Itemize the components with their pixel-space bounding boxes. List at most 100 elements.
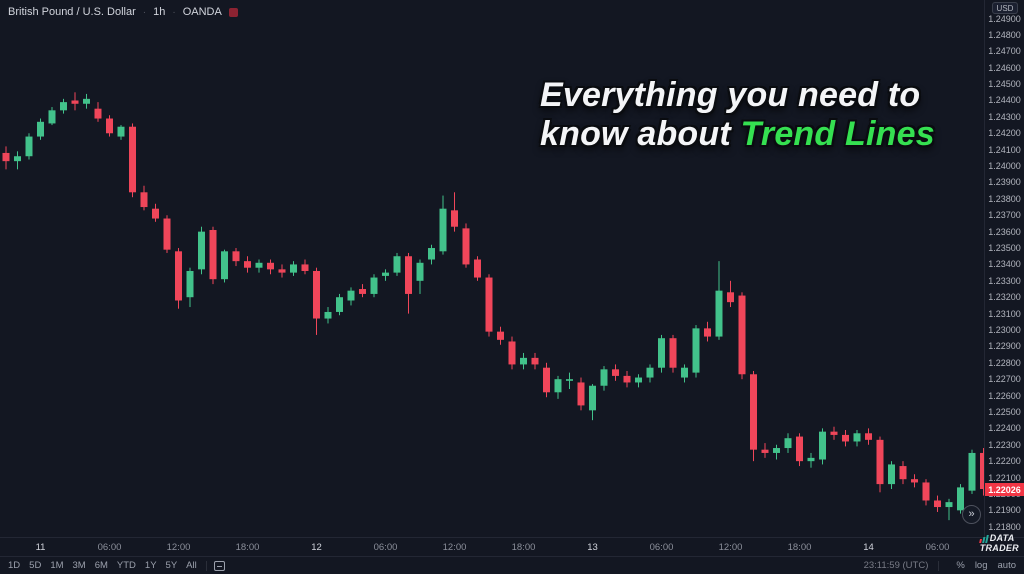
range-switcher: 1D 5D 1M 3M 6M YTD 1Y 5Y All (8, 560, 206, 571)
go-to-date-icon[interactable] (213, 560, 225, 571)
candle (600, 366, 608, 391)
candle (129, 123, 136, 198)
candle (474, 256, 481, 281)
time-tick-label: 11 (35, 542, 46, 553)
candle (531, 352, 539, 370)
candle (382, 269, 389, 281)
time-tick-label: 18:00 (511, 542, 536, 553)
candle (635, 374, 642, 388)
candle (60, 98, 67, 114)
candle (25, 133, 33, 160)
candle (934, 495, 941, 512)
candle (830, 426, 838, 440)
symbol-name[interactable]: British Pound / U.S. Dollar (8, 6, 136, 18)
range-button-1y[interactable]: 1Y (144, 560, 157, 571)
candle (301, 259, 309, 275)
candle (566, 372, 573, 390)
currency-badge[interactable]: USD (992, 2, 1018, 14)
candle (773, 444, 780, 460)
candle (83, 93, 90, 109)
time-tick-label: 12:00 (166, 542, 191, 553)
candle (209, 226, 217, 285)
candlestick-chart-canvas[interactable] (0, 0, 984, 537)
candle (71, 92, 79, 111)
price-tick-label: 1.24900 (988, 13, 1021, 24)
watermark-line2: TRADER (979, 543, 1019, 553)
time-axis[interactable]: 11 06:00 12:00 18:00 12 06:00 12:00 18:00 13 06:0… (0, 537, 1024, 556)
range-button-3m[interactable]: 3M (72, 560, 86, 571)
range-button-5y[interactable]: 5Y (165, 560, 178, 571)
candle (106, 115, 113, 137)
candle (957, 484, 964, 514)
price-tick-label: 1.22600 (988, 390, 1021, 401)
candle (290, 261, 297, 276)
candle (704, 321, 711, 342)
candle (186, 267, 194, 308)
candle (163, 215, 171, 253)
price-tick-label: 1.24700 (988, 46, 1021, 57)
price-tick-label: 1.23600 (988, 226, 1021, 237)
toolbar-divider (205, 560, 207, 571)
scroll-to-latest-button[interactable]: » (962, 505, 981, 524)
range-button-all[interactable]: All (186, 560, 197, 571)
price-tick-label: 1.24000 (988, 161, 1021, 172)
candle (692, 325, 700, 378)
log-scale-button[interactable]: log (974, 560, 988, 571)
header-separator: · (172, 6, 176, 18)
candle (324, 307, 332, 324)
range-button-ytd[interactable]: YTD (116, 560, 136, 571)
candle (899, 461, 907, 485)
range-button-5d[interactable]: 5D (29, 560, 42, 571)
time-tick-label: 06:00 (373, 542, 398, 553)
caption-highlight: Trend Lines (740, 115, 935, 153)
candle (807, 452, 815, 468)
watermark-line1: DATA (989, 533, 1015, 543)
price-tick-label: 1.23300 (988, 275, 1021, 286)
candle (945, 498, 953, 521)
candle (681, 364, 688, 383)
price-tick-label: 1.22900 (988, 341, 1021, 352)
price-tick-label: 1.23500 (988, 243, 1021, 254)
range-button-1m[interactable]: 1M (50, 560, 64, 571)
range-button-1d[interactable]: 1D (8, 560, 21, 571)
caption-line1: Everything you need to (540, 76, 921, 114)
candle (48, 107, 56, 126)
candle (2, 146, 10, 170)
time-tick-label: 13 (587, 542, 598, 553)
price-tick-label: 1.23800 (988, 193, 1021, 204)
candle (255, 259, 263, 273)
candle (623, 370, 631, 388)
candle (37, 118, 44, 140)
candle (554, 375, 562, 399)
candle (278, 264, 286, 278)
auto-scale-button[interactable]: auto (997, 560, 1017, 571)
time-tick-label: 06:00 (925, 542, 950, 553)
symbol-header[interactable]: British Pound / U.S. Dollar · 1h · OANDA (8, 4, 238, 20)
time-tick-label: 06:00 (649, 542, 674, 553)
candle (497, 326, 504, 345)
price-tick-label: 1.21800 (988, 521, 1021, 532)
candle (94, 102, 102, 122)
percent-scale-button[interactable]: % (956, 560, 965, 571)
price-tick-label: 1.23900 (988, 177, 1021, 188)
time-tick-label: 12:00 (718, 542, 743, 553)
candle (715, 261, 723, 340)
exchange-label[interactable]: OANDA (182, 6, 222, 18)
candle (117, 125, 125, 140)
range-button-6m[interactable]: 6M (94, 560, 108, 571)
interval-label[interactable]: 1h (153, 6, 166, 18)
price-tick-label: 1.22100 (988, 472, 1021, 483)
price-tick-label: 1.23100 (988, 308, 1021, 319)
candle (152, 203, 159, 222)
candle (842, 430, 849, 447)
clock-utc[interactable]: 23:11:59 (UTC) (863, 560, 929, 571)
video-caption: Everything you need to know about Trend … (540, 76, 935, 154)
candle (347, 287, 355, 306)
price-axis[interactable]: USD 1.22026 1.24900 1.24800 1.24700 1.24600… (984, 0, 1024, 537)
candle (393, 252, 401, 276)
price-tick-label: 1.24800 (988, 29, 1021, 40)
candle (543, 362, 550, 398)
price-tick-label: 1.22300 (988, 439, 1021, 450)
time-tick-label: 18:00 (235, 542, 260, 553)
